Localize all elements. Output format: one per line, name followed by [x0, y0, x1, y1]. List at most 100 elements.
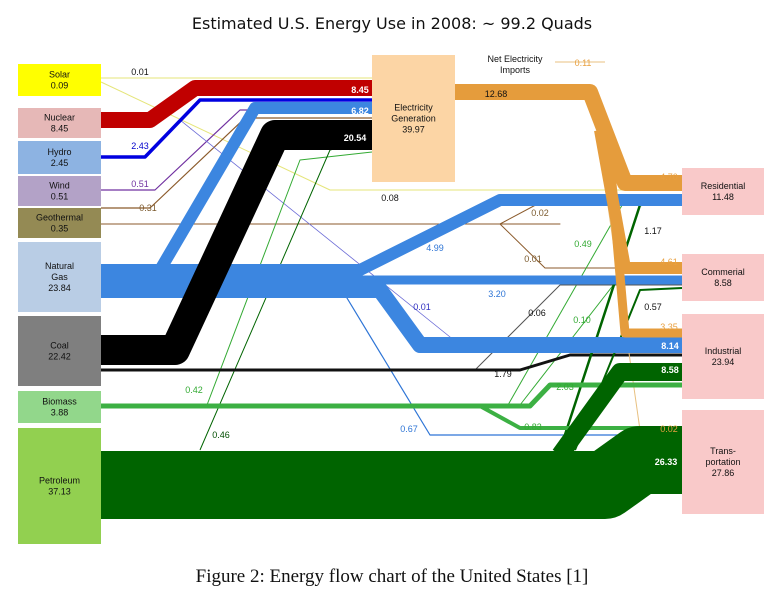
source-biomass-name: Biomass	[42, 397, 77, 407]
flow-label-pet-ind: 8.58	[661, 365, 679, 375]
sector-residential-box	[682, 168, 764, 215]
flow-labels: 0.01 8.45 2.43 6.82 20.54 0.51 0.31 12.68 0.08 0.…	[131, 67, 679, 467]
flow-label-hydro-ind: 0.01	[413, 302, 431, 312]
geo-to-com-flow	[499, 223, 625, 269]
source-coal-box	[18, 316, 101, 386]
flow-label-gas-ind: 8.14	[661, 341, 679, 351]
nuclear-to-elec-flow	[101, 80, 372, 128]
flow-label-elec-trans: 0.02	[660, 424, 678, 434]
flow-label-gas-trans: 0.67	[400, 424, 418, 434]
source-natural-gas-value: 23.84	[48, 283, 71, 293]
flow-lines	[100, 61, 683, 519]
bio-to-res-flow	[507, 199, 626, 406]
coal-to-com-flow	[474, 284, 682, 371]
flow-label-solar-res: 0.08	[381, 193, 399, 203]
flow-label-elec-ind: 3.35	[660, 322, 678, 332]
flow-label-nuclear-elec: 8.45	[351, 85, 369, 95]
sector-transportation-name: Trans-	[710, 446, 736, 456]
bio-to-trans-flow	[101, 404, 682, 430]
sector-commercial-value: 8.58	[714, 278, 732, 288]
flow-label-gas-com: 3.20	[488, 289, 506, 299]
sector-transportation-name: portation	[705, 457, 740, 467]
flow-label-pet-elec: 0.46	[212, 430, 230, 440]
flow-label-coal-com: 0.06	[528, 308, 546, 318]
source-coal-value: 22.42	[48, 352, 71, 362]
source-petroleum-box	[18, 428, 101, 544]
source-solar-box	[18, 64, 101, 96]
elec-to-net-flow	[455, 84, 682, 191]
net-imports-name: Net Electricity	[487, 54, 543, 64]
source-hydro-box	[18, 141, 101, 174]
flow-label-bio-trans: 0.83	[524, 422, 542, 432]
flow-label-coal-ind: 1.79	[494, 369, 512, 379]
source-natural-gas-name: Gas	[51, 272, 68, 282]
sector-transportation-box	[682, 410, 764, 514]
source-coal-name: Coal	[50, 341, 69, 351]
source-natural-gas-box	[18, 242, 101, 312]
flow-label-pet-com: 0.57	[644, 302, 662, 312]
flow-label-elec-com: 4.61	[660, 257, 678, 267]
source-solar-name: Solar	[49, 70, 70, 80]
source-geothermal-value: 0.35	[51, 224, 69, 234]
flow-label-gas-res: 4.99	[426, 243, 444, 253]
flow-label-elec-res: 4.70	[660, 172, 678, 182]
sector-industrial-value: 23.94	[712, 357, 735, 367]
source-nuclear-box	[18, 108, 101, 138]
sector-transportation-value: 27.86	[712, 468, 735, 478]
sector-industrial-name: Industrial	[705, 346, 742, 356]
flow-label-gas-elec: 6.82	[351, 106, 369, 116]
gas-to-ind-flow	[101, 282, 682, 353]
elec-to-ind-flow	[605, 159, 682, 338]
flow-label-geo-elec: 0.31	[139, 203, 157, 213]
flow-label-elec-out: 12.68	[485, 89, 508, 99]
nodes: Solar0.09Nuclear8.45Hydro2.45Wind0.51Geo…	[18, 54, 764, 544]
source-biomass-box	[18, 391, 101, 423]
flow-label-pet-res: 1.17	[644, 226, 662, 236]
source-geothermal-box	[18, 208, 101, 238]
flow-label-hydro-elec: 2.43	[131, 141, 149, 151]
flow-label-pet-trans: 26.33	[655, 457, 678, 467]
source-wind-name: Wind	[49, 181, 70, 191]
source-nuclear-value: 8.45	[51, 124, 69, 134]
source-petroleum-value: 37.13	[48, 487, 71, 497]
geo-to-elec-flow	[101, 117, 372, 209]
net-imports-value: 0.11	[575, 58, 592, 68]
source-wind-value: 0.51	[51, 192, 69, 202]
sector-commercial-name: Commerial	[701, 267, 745, 277]
electricity-generation-node-name: Generation	[391, 114, 436, 124]
petroleum-main-flow	[101, 426, 682, 519]
flow-label-bio-ind: 2.03	[556, 382, 574, 392]
sector-industrial-box	[682, 314, 764, 399]
flow-label-wind-elec: 0.51	[131, 179, 149, 189]
gas-to-trans-flow	[329, 269, 682, 436]
flow-label-coal-elec: 20.54	[344, 133, 367, 143]
gas-to-res-flow	[101, 194, 682, 276]
coal-to-ind-flow	[100, 353, 682, 372]
electricity-generation-node-box	[372, 55, 455, 182]
sector-residential-value: 11.48	[712, 192, 734, 202]
flow-label-geo-res: 0.02	[531, 208, 549, 218]
flow-label-bio-com: 0.10	[573, 315, 591, 325]
diagram-title: Estimated U.S. Energy Use in 2008: ~ 99.…	[191, 14, 593, 33]
flow-label-bio-elec: 0.42	[185, 385, 203, 395]
source-hydro-value: 2.45	[51, 158, 69, 168]
source-solar-value: 0.09	[51, 81, 69, 91]
hydro-to-elec-flow	[101, 98, 372, 159]
flow-label-geo-com: 0.01	[524, 254, 542, 264]
figure-caption: Figure 2: Energy flow chart of the Unite…	[195, 566, 589, 587]
flow-label-solar-elec: 0.01	[131, 67, 149, 77]
sector-commercial-box	[682, 254, 764, 301]
